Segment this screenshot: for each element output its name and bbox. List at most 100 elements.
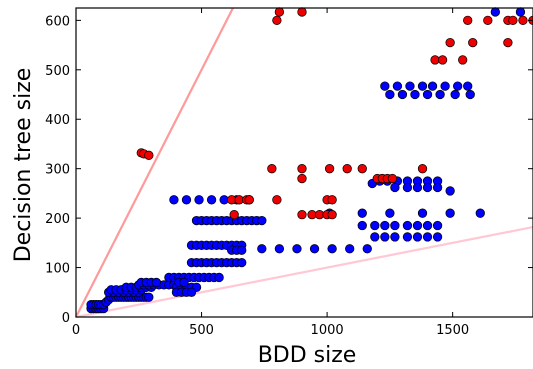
y-axis-label: Decision tree size bbox=[11, 68, 36, 263]
data-point bbox=[422, 232, 433, 242]
data-point bbox=[402, 232, 413, 242]
data-point bbox=[272, 15, 282, 26]
data-point bbox=[385, 208, 395, 218]
data-point bbox=[380, 81, 390, 91]
data-point bbox=[327, 210, 337, 220]
data-point bbox=[169, 195, 179, 205]
data-point bbox=[229, 210, 239, 220]
data-point bbox=[427, 81, 438, 91]
data-point bbox=[390, 220, 400, 231]
data-point bbox=[490, 7, 500, 17]
data-point bbox=[463, 15, 473, 26]
reference-line-2 bbox=[75, 225, 533, 319]
data-point bbox=[453, 81, 463, 91]
data-point bbox=[412, 220, 423, 231]
data-point bbox=[292, 244, 302, 254]
data-point bbox=[410, 89, 420, 100]
y-tick-label: 0 bbox=[62, 311, 70, 326]
data-point bbox=[272, 195, 282, 205]
data-point bbox=[392, 81, 403, 91]
data-point bbox=[237, 245, 247, 255]
data-point bbox=[387, 173, 398, 184]
data-point bbox=[422, 182, 433, 193]
data-point bbox=[274, 244, 285, 254]
data-point bbox=[181, 195, 192, 205]
data-point bbox=[267, 164, 277, 174]
x-tick-label: 1500 bbox=[436, 323, 469, 338]
x-tick-label: 500 bbox=[189, 323, 214, 338]
data-point bbox=[380, 220, 390, 231]
plot-area-frame bbox=[75, 7, 533, 318]
data-point bbox=[412, 182, 423, 193]
data-point bbox=[144, 150, 154, 160]
data-point bbox=[357, 208, 367, 218]
data-point bbox=[370, 220, 380, 231]
reference-line-1 bbox=[75, 7, 234, 318]
data-point bbox=[257, 244, 267, 254]
data-point bbox=[206, 195, 217, 205]
data-point bbox=[432, 232, 443, 242]
data-point bbox=[390, 232, 400, 242]
data-point bbox=[297, 210, 307, 220]
data-point bbox=[362, 244, 372, 254]
data-point bbox=[342, 164, 352, 174]
x-tick-label: 0 bbox=[72, 323, 80, 338]
data-point bbox=[417, 208, 428, 218]
data-point bbox=[440, 81, 450, 91]
data-point bbox=[385, 89, 395, 100]
y-tick-label: 200 bbox=[45, 212, 70, 227]
data-point bbox=[309, 244, 320, 254]
y-tick-label: 100 bbox=[45, 262, 70, 277]
data-point bbox=[508, 15, 518, 26]
data-point bbox=[483, 15, 493, 26]
data-point bbox=[237, 257, 247, 268]
data-point bbox=[324, 164, 335, 174]
data-point bbox=[151, 277, 162, 288]
data-point bbox=[518, 15, 528, 26]
data-point bbox=[402, 220, 413, 231]
data-point bbox=[503, 37, 513, 48]
data-point bbox=[412, 232, 423, 242]
y-tick-label: 600 bbox=[45, 14, 70, 29]
data-point bbox=[397, 89, 408, 100]
data-point bbox=[194, 195, 204, 205]
data-point bbox=[214, 272, 224, 283]
data-point bbox=[422, 89, 433, 100]
data-point bbox=[327, 244, 337, 254]
data-point bbox=[186, 287, 197, 297]
x-axis-label: BDD size bbox=[258, 343, 357, 365]
data-point bbox=[463, 81, 473, 91]
data-point bbox=[244, 195, 254, 205]
data-point bbox=[422, 220, 433, 231]
data-point bbox=[144, 292, 154, 302]
data-point bbox=[297, 164, 307, 174]
data-point bbox=[450, 89, 460, 100]
data-point bbox=[357, 164, 367, 174]
data-point bbox=[402, 182, 413, 193]
data-point bbox=[458, 55, 468, 65]
data-point bbox=[475, 208, 485, 218]
y-tick-label: 300 bbox=[45, 163, 70, 178]
data-point bbox=[390, 182, 400, 193]
data-point bbox=[380, 232, 390, 242]
data-point bbox=[435, 89, 445, 100]
data-point bbox=[327, 195, 337, 205]
data-point bbox=[345, 244, 355, 254]
data-point bbox=[445, 186, 455, 196]
data-point bbox=[370, 232, 380, 242]
data-point bbox=[465, 89, 475, 100]
data-point bbox=[297, 7, 307, 17]
data-point bbox=[445, 37, 455, 48]
data-point bbox=[274, 7, 285, 17]
data-point bbox=[432, 182, 443, 193]
data-point bbox=[297, 173, 307, 184]
data-point bbox=[179, 277, 189, 288]
data-point bbox=[445, 208, 455, 218]
data-point bbox=[357, 220, 367, 231]
data-point bbox=[468, 37, 478, 48]
data-point bbox=[405, 81, 415, 91]
y-tick-label: 500 bbox=[45, 64, 70, 79]
data-point bbox=[417, 164, 428, 174]
